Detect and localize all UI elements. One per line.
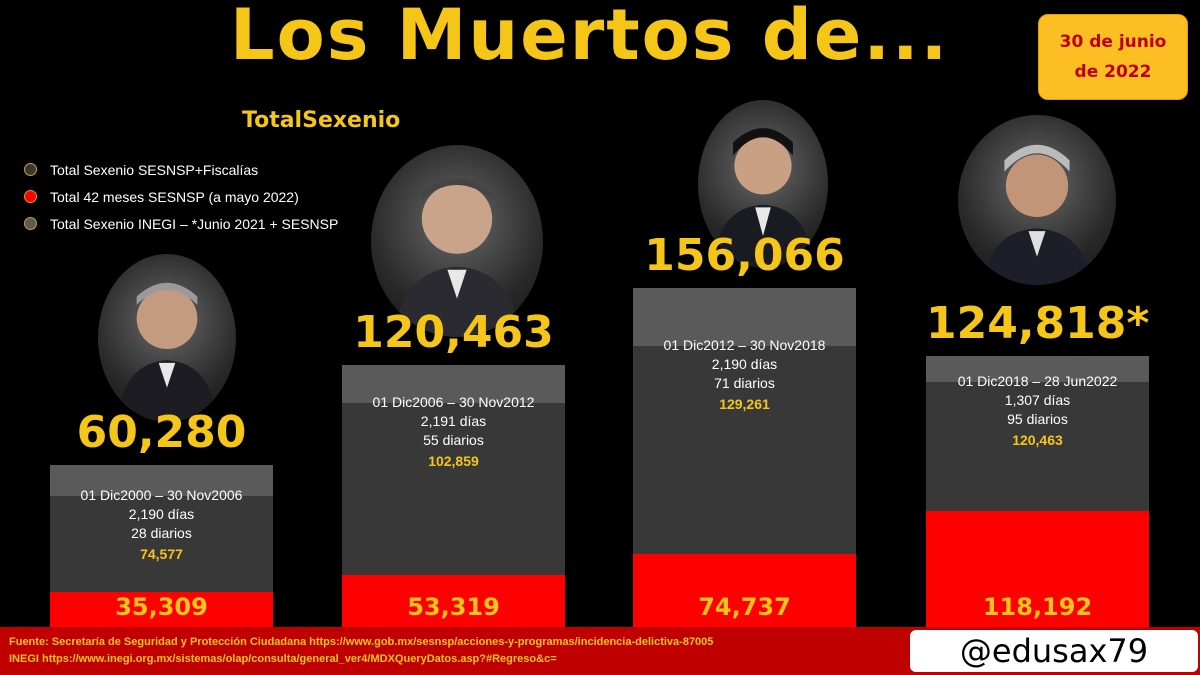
- portrait-photo-3: [698, 100, 828, 268]
- bar-total-label: 120,463: [353, 307, 554, 359]
- bar-42-months-value: 53,319: [407, 593, 500, 621]
- date-badge: 30 de junio de 2022: [1038, 14, 1188, 100]
- bar-42-months-segment: [926, 511, 1149, 627]
- person-silhouette-icon: [983, 144, 1091, 285]
- bar-info: 01 Dic2000 – 30 Nov2006 2,190 días 28 di…: [50, 486, 273, 543]
- portrait-photo-2: [371, 145, 543, 337]
- bar-inegi-segment: [342, 365, 565, 404]
- bar-days: 2,191 días: [420, 413, 487, 430]
- date-line-1: 30 de junio: [1059, 32, 1167, 52]
- bar-daily: 95 diarios: [1007, 410, 1068, 427]
- bar-sesnsp-value: 120,463: [1012, 431, 1063, 448]
- legend-label: Total Sexenio SESNSP+Fiscalías: [50, 161, 259, 178]
- bar-42-months-segment: [342, 574, 565, 627]
- legend-dot-icon: [24, 190, 37, 203]
- bar-inegi-segment: [633, 287, 856, 346]
- bar-info: 01 Dic2018 – 28 Jun2022 1,307 días 95 di…: [926, 372, 1149, 429]
- bar-days: 1,307 días: [1004, 391, 1071, 408]
- legend-item: Total 42 meses SESNSP (a mayo 2022): [24, 183, 338, 210]
- bar-info: 01 Dic2006 – 30 Nov2012 2,191 días 55 di…: [342, 393, 565, 450]
- page-title: Los Muertos de...: [230, 0, 950, 76]
- bar-days: 2,190 días: [711, 355, 778, 372]
- bar-42-months-segment: [50, 592, 273, 627]
- person-silhouette-icon: [393, 178, 521, 337]
- legend-item: Total Sexenio SESNSP+Fiscalías: [24, 156, 338, 183]
- source-line-2: INEGI https://www.inegi.org.mx/sistemas/…: [9, 653, 557, 665]
- bar-42-months-segment: [633, 553, 856, 627]
- bar-total-label: 156,066: [644, 229, 845, 281]
- bar-42-months-value: 118,192: [982, 593, 1093, 621]
- bar-daily: 71 diarios: [714, 374, 775, 391]
- legend: Total Sexenio SESNSP+Fiscalías Total 42 …: [24, 156, 338, 237]
- person-silhouette-icon: [713, 128, 813, 262]
- chart-subtitle: TotalSexenio: [242, 108, 401, 133]
- bar-column: [50, 464, 273, 627]
- bar-sesnsp-value: 74,577: [140, 545, 183, 562]
- author-handle: @edusax79: [910, 630, 1198, 672]
- date-line-2: de 2022: [1074, 62, 1152, 82]
- bar-daily: 55 diarios: [423, 432, 484, 449]
- legend-dot-icon: [24, 163, 37, 176]
- bar-info: 01 Dic2012 – 30 Nov2018 2,190 días 71 di…: [633, 336, 856, 393]
- legend-item: Total Sexenio INEGI – *Junio 2021 + SESN…: [24, 210, 338, 237]
- bar-inegi-segment: [926, 355, 1149, 382]
- bar-42-months-value: 35,309: [115, 593, 208, 621]
- bar-sesnsp-value: 129,261: [719, 395, 770, 412]
- bar-period: 01 Dic2018 – 28 Jun2022: [957, 372, 1118, 389]
- bar-column: [633, 287, 856, 627]
- bar-daily: 28 diarios: [131, 524, 192, 541]
- bar-inegi-segment: [50, 464, 273, 496]
- bar-period: 01 Dic2012 – 30 Nov2018: [663, 336, 826, 353]
- bar-period: 01 Dic2000 – 30 Nov2006: [80, 486, 243, 503]
- portrait-photo-1: [98, 254, 236, 422]
- bar-sesnsp-value: 102,859: [428, 453, 479, 470]
- bar-column: [926, 355, 1149, 627]
- bar-column: [342, 365, 565, 627]
- source-text: Fuente: Secretaría de Seguridad y Protec…: [9, 634, 713, 668]
- portrait-photo-4: [958, 115, 1116, 285]
- legend-label: Total 42 meses SESNSP (a mayo 2022): [50, 188, 299, 205]
- legend-dot-icon: [24, 217, 37, 230]
- bar-total-label: 124,818*: [926, 297, 1150, 349]
- person-silhouette-icon: [117, 282, 217, 421]
- bar-42-months-value: 74,737: [698, 593, 791, 621]
- source-line-1: Fuente: Secretaría de Seguridad y Protec…: [9, 636, 714, 648]
- bar-total-label: 60,280: [76, 406, 247, 458]
- legend-label: Total Sexenio INEGI – *Junio 2021 + SESN…: [50, 215, 339, 232]
- bar-days: 2,190 días: [128, 505, 195, 522]
- bar-period: 01 Dic2006 – 30 Nov2012: [372, 394, 535, 411]
